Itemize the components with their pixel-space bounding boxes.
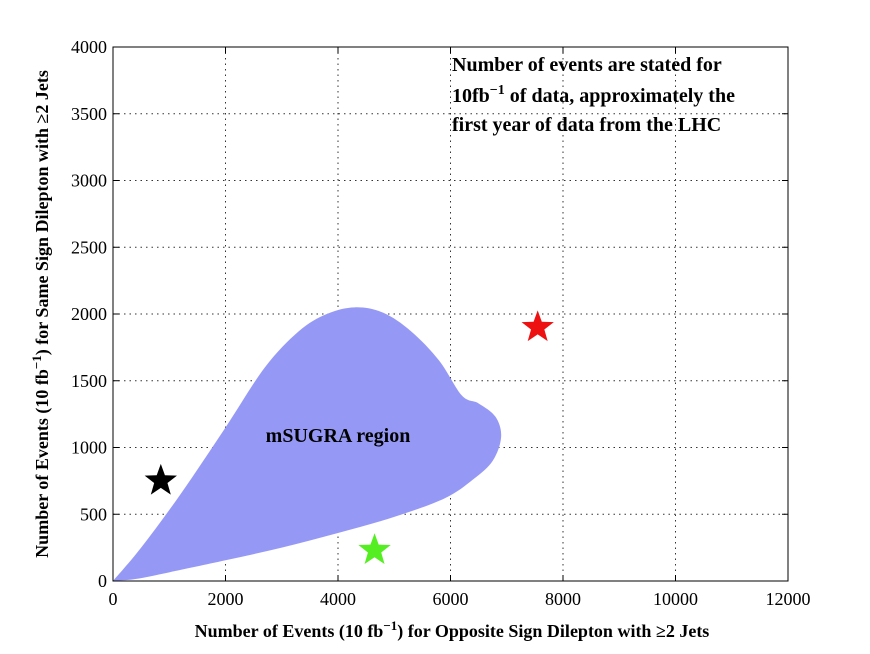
y-tick-label: 500 xyxy=(80,504,107,524)
annotation-line-2: 10fb−1 of data, approximately the xyxy=(452,83,735,107)
red-star xyxy=(521,310,554,342)
x-tick-label: 10000 xyxy=(653,589,698,609)
black-star xyxy=(144,463,177,495)
annotation-line-1: Number of events are stated for xyxy=(452,54,722,76)
region-label: mSUGRA region xyxy=(266,425,411,447)
ticks: 0 2000 4000 6000 8000 10000 12000 0 500 1000 1500 2… xyxy=(71,37,811,609)
y-axis-label: Number of Events (10 fb−1) for Same Sign… xyxy=(29,70,53,558)
x-tick-label: 6000 xyxy=(433,589,469,609)
x-axis-label: Number of Events (10 fb−1) for Opposite … xyxy=(195,618,710,642)
y-tick-label: 3500 xyxy=(71,104,107,124)
points xyxy=(144,310,554,565)
msugra-region xyxy=(113,307,502,581)
x-tick-label: 4000 xyxy=(320,589,356,609)
annotation-line-3: first year of data from the LHC xyxy=(452,114,721,136)
grid xyxy=(113,47,788,581)
y-tick-label: 3000 xyxy=(71,171,107,191)
y-tick-label: 2500 xyxy=(71,237,107,257)
y-tick-label: 0 xyxy=(98,571,107,591)
y-tick-label: 1000 xyxy=(71,438,107,458)
x-tick-label: 0 xyxy=(109,589,118,609)
x-tick-label: 12000 xyxy=(766,589,811,609)
green-star xyxy=(358,533,391,565)
x-tick-label: 2000 xyxy=(208,589,244,609)
y-tick-label: 2000 xyxy=(71,304,107,324)
y-tick-label: 1500 xyxy=(71,371,107,391)
y-tick-label: 4000 xyxy=(71,37,107,57)
x-tick-label: 8000 xyxy=(545,589,581,609)
